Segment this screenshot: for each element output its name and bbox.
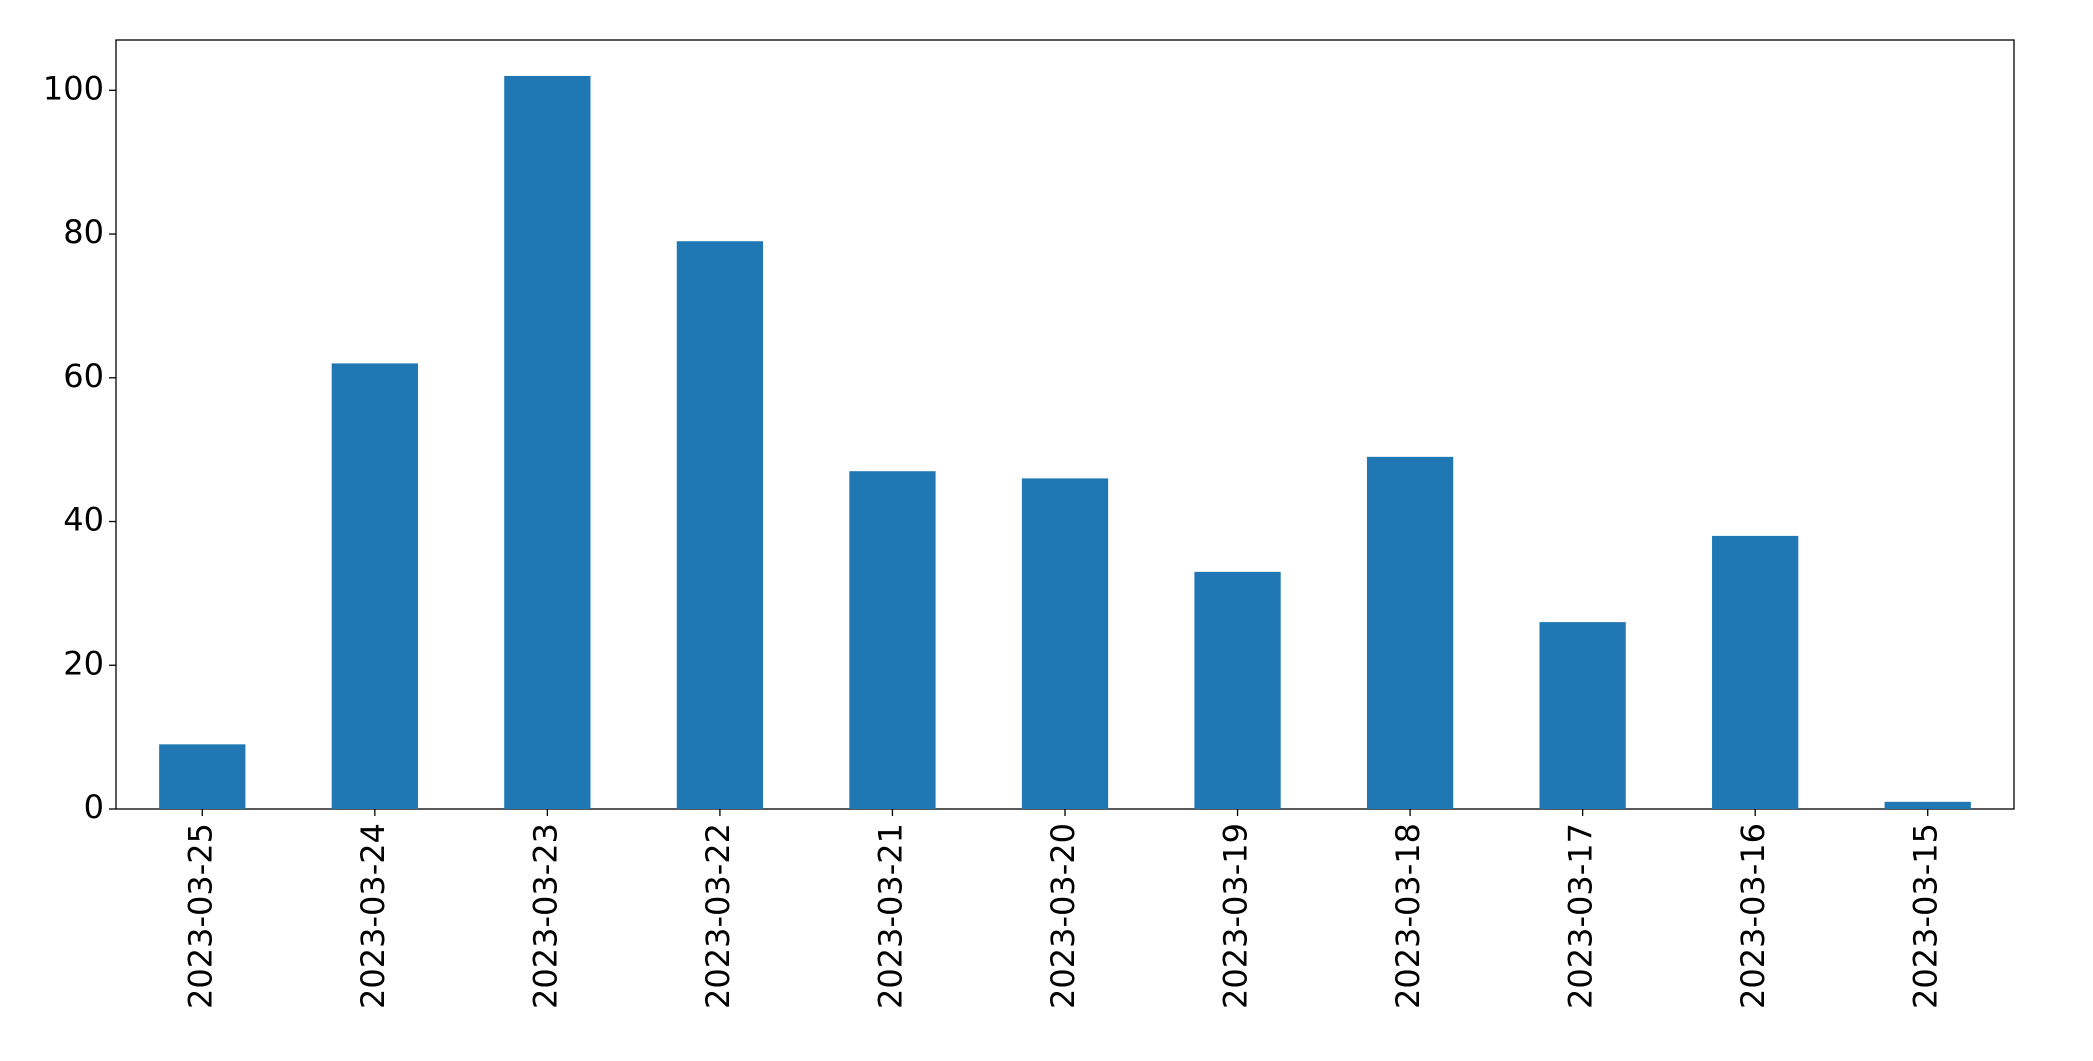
x-tick-label: 2023-03-19 xyxy=(1217,823,1255,1009)
y-tick-label: 0 xyxy=(84,788,104,826)
bar xyxy=(1194,571,1281,809)
x-tick-label: 2023-03-16 xyxy=(1734,823,1772,1009)
x-tick-label: 2023-03-18 xyxy=(1389,823,1427,1009)
x-tick-label: 2023-03-15 xyxy=(1907,823,1945,1009)
y-tick-label: 80 xyxy=(63,213,104,251)
x-tick-label: 2023-03-21 xyxy=(871,823,909,1009)
bar xyxy=(849,471,936,809)
bar xyxy=(1021,478,1109,809)
bar xyxy=(504,75,591,810)
bar xyxy=(676,241,764,809)
x-tick-label: 2023-03-24 xyxy=(354,823,392,1009)
bar xyxy=(1539,622,1626,809)
bar xyxy=(1366,456,1454,809)
x-tick-label: 2023-03-22 xyxy=(699,823,737,1009)
x-tick-label: 2023-03-23 xyxy=(526,823,564,1009)
bar xyxy=(1884,801,1971,809)
y-tick-label: 40 xyxy=(63,501,104,539)
y-tick-label: 100 xyxy=(43,69,104,107)
bar xyxy=(159,744,246,809)
y-tick-label: 20 xyxy=(63,644,104,682)
bar xyxy=(331,363,418,809)
y-tick-label: 60 xyxy=(63,357,104,395)
x-tick-label: 2023-03-17 xyxy=(1562,823,1600,1009)
bar xyxy=(1712,535,1799,809)
x-tick-label: 2023-03-25 xyxy=(181,823,219,1009)
x-tick-label: 2023-03-20 xyxy=(1044,823,1082,1009)
